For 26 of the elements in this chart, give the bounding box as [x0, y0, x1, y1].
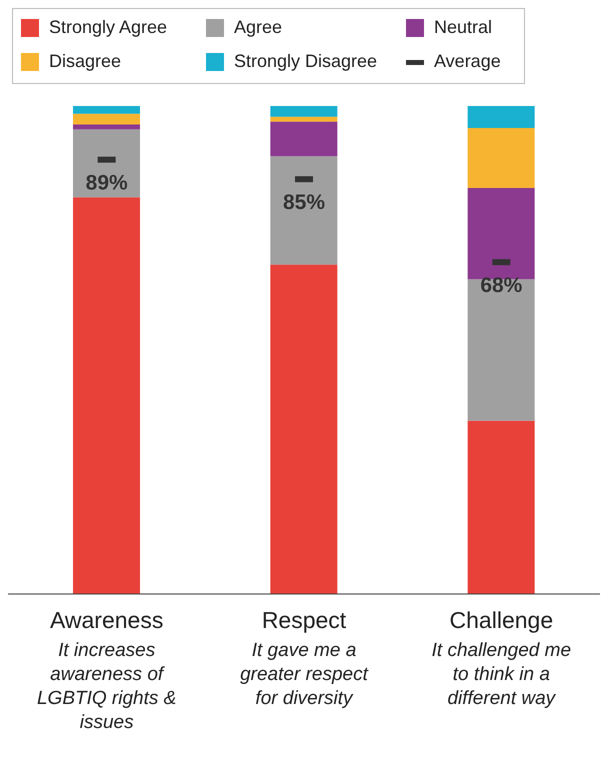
- legend-label: Strongly Disagree: [233, 51, 378, 73]
- data-label: 68%: [480, 274, 523, 298]
- x-tick-label: Awareness It increases awareness of LGBTIQ rights & issues: [36, 607, 176, 733]
- legend-label: Strongly Agree: [48, 17, 168, 39]
- bar: [270, 264, 338, 594]
- legend-label: Average: [433, 51, 502, 73]
- bar: [73, 124, 140, 130]
- bar: [468, 279, 535, 421]
- data-label: 89%: [86, 172, 128, 195]
- bar: [270, 106, 338, 117]
- bar: [468, 420, 535, 594]
- legend-label: Disagree: [48, 51, 122, 73]
- bar: [270, 156, 338, 265]
- x-tick-label: Challenge It challenged me to think in a different way: [432, 607, 572, 709]
- bar: [468, 128, 535, 188]
- bar: [270, 116, 338, 122]
- legend-label: Neutral: [433, 17, 494, 39]
- bar: [73, 197, 140, 594]
- x-tick-label: Respect It gave me a greater respect for diversity: [240, 607, 369, 709]
- bar: [468, 106, 535, 128]
- bar: [73, 106, 140, 114]
- bar: [270, 122, 338, 156]
- legend-label: Agree: [233, 17, 284, 39]
- data-label: 85%: [282, 191, 326, 214]
- bar: [73, 129, 140, 198]
- bar: [73, 114, 140, 125]
